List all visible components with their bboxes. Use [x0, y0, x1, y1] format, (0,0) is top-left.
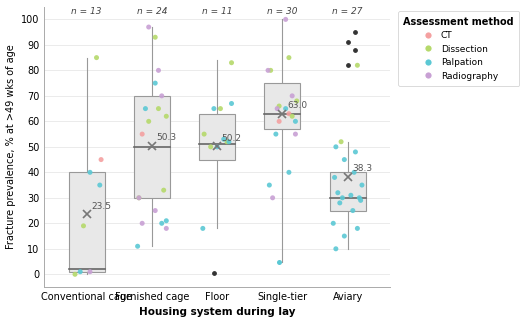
Point	[337, 139, 345, 144]
Point	[264, 68, 272, 73]
Point	[288, 114, 296, 119]
Point	[268, 195, 277, 200]
Point	[275, 259, 283, 264]
Point	[227, 60, 236, 65]
Bar	[69, 172, 105, 272]
Point	[199, 226, 207, 231]
Point	[135, 195, 143, 200]
Point	[71, 272, 79, 277]
X-axis label: Housing system during lay: Housing system during lay	[139, 307, 295, 318]
Point	[349, 208, 357, 213]
Point	[275, 103, 283, 109]
Point	[353, 63, 361, 68]
Point	[291, 119, 300, 124]
Point	[138, 131, 146, 137]
Point	[340, 157, 348, 162]
Point	[352, 47, 360, 53]
Point	[96, 182, 104, 188]
Point	[76, 269, 84, 274]
Point	[225, 139, 233, 144]
Point	[200, 131, 209, 137]
Point	[343, 40, 352, 45]
Point	[352, 149, 360, 154]
Point	[357, 198, 365, 203]
Point	[338, 195, 346, 200]
Text: n = 11: n = 11	[202, 6, 232, 16]
Point	[343, 63, 352, 68]
Bar	[134, 96, 170, 198]
Point	[285, 55, 293, 60]
Point	[158, 221, 166, 226]
Point	[281, 106, 290, 111]
Point	[145, 119, 153, 124]
Point	[266, 68, 275, 73]
Point	[160, 188, 168, 193]
Point	[330, 175, 339, 180]
Point	[145, 25, 153, 30]
Point	[210, 106, 218, 111]
Point	[93, 55, 101, 60]
Point	[162, 114, 171, 119]
Point	[272, 131, 280, 137]
Point	[216, 106, 225, 111]
Point	[227, 101, 236, 106]
Point	[97, 157, 105, 162]
Bar	[199, 114, 235, 160]
Text: 50.3: 50.3	[157, 133, 177, 142]
Point	[293, 99, 301, 104]
Point	[135, 195, 143, 200]
Point	[134, 244, 142, 249]
Point	[162, 226, 171, 231]
Text: 50.2: 50.2	[222, 133, 242, 142]
Point	[329, 221, 337, 226]
Point	[138, 221, 146, 226]
Point	[86, 269, 94, 274]
Legend: CT, Dissection, Palpation, Radiography: CT, Dissection, Palpation, Radiography	[398, 11, 519, 86]
Point	[275, 119, 283, 124]
Text: 23.5: 23.5	[92, 202, 111, 211]
Point	[273, 106, 281, 111]
Point	[332, 144, 340, 150]
Point	[80, 223, 88, 228]
Point	[162, 218, 171, 223]
Point	[210, 270, 218, 276]
Point	[358, 182, 366, 188]
Point	[151, 208, 159, 213]
Point	[223, 139, 231, 144]
Point	[285, 170, 293, 175]
Point	[151, 80, 159, 86]
Point	[350, 170, 358, 175]
Point	[291, 131, 300, 137]
Point	[355, 195, 363, 200]
Point	[141, 106, 150, 111]
Point	[334, 190, 342, 195]
Text: n = 30: n = 30	[267, 6, 297, 16]
Point	[288, 93, 296, 99]
Point	[219, 137, 228, 142]
Text: n = 24: n = 24	[137, 6, 167, 16]
Point	[86, 170, 94, 175]
Point	[352, 29, 360, 35]
Point	[340, 234, 348, 239]
Text: n = 27: n = 27	[332, 6, 363, 16]
Point	[353, 226, 361, 231]
Point	[154, 106, 163, 111]
Text: 63.0: 63.0	[287, 101, 307, 110]
Point	[281, 17, 290, 22]
Point	[154, 68, 163, 73]
Point	[335, 200, 344, 205]
Point	[206, 144, 215, 150]
Bar	[265, 83, 301, 129]
Text: 38.3: 38.3	[352, 164, 372, 173]
Point	[332, 246, 340, 251]
Text: n = 13: n = 13	[71, 6, 102, 16]
Point	[347, 193, 355, 198]
Bar	[330, 172, 366, 211]
Point	[151, 35, 159, 40]
Y-axis label: Fracture prevalence, % at >49 wks of age: Fracture prevalence, % at >49 wks of age	[6, 45, 16, 249]
Point	[265, 182, 274, 188]
Point	[213, 144, 222, 150]
Point	[158, 93, 166, 99]
Point	[285, 111, 293, 116]
